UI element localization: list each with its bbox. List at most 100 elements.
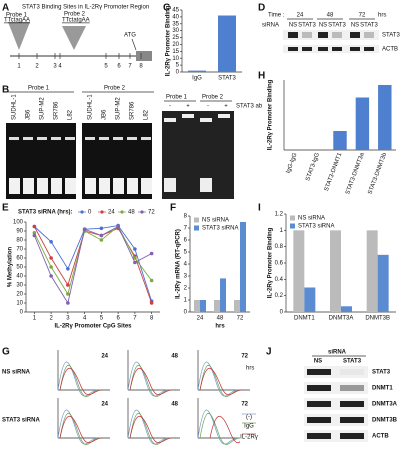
x-tick-label: 24 <box>197 316 204 322</box>
bar <box>366 230 378 312</box>
histogram <box>129 415 173 444</box>
gel-band <box>113 137 123 140</box>
bar <box>214 300 220 312</box>
blot-label: ACTB <box>372 434 389 440</box>
blot-band <box>350 32 360 38</box>
lane-label: JB6 <box>102 109 108 120</box>
histogram <box>129 367 173 396</box>
blot-label: DNMT3B <box>372 418 398 424</box>
sign: + <box>224 104 228 110</box>
y-tick-label: 1.2 <box>275 212 284 218</box>
lane-label: JB6 <box>26 109 32 120</box>
point <box>66 292 70 296</box>
y-tick-label: 35 <box>172 21 179 27</box>
legend-marker <box>140 210 144 214</box>
bar <box>333 131 347 150</box>
blot-band <box>307 385 331 391</box>
panel-letter: B <box>2 85 9 96</box>
blot-band <box>340 433 364 439</box>
cpg-label: 6 <box>117 64 121 70</box>
bar <box>234 300 240 312</box>
hour-label: 72 <box>241 402 248 408</box>
blot-band <box>288 32 298 38</box>
y-tick-label: 5 <box>176 63 180 69</box>
panel-letter: D <box>258 3 265 14</box>
panel-letter: I <box>258 203 261 214</box>
y-tick-label: 0.6 <box>275 261 284 267</box>
series-line <box>33 226 153 304</box>
bar <box>188 70 206 72</box>
panel-letter: J <box>266 347 272 358</box>
y-tick-label: 100 <box>13 220 24 226</box>
point <box>99 226 104 231</box>
y-tick-label: 10 <box>16 301 23 307</box>
point <box>66 283 70 287</box>
blot-band <box>340 385 364 391</box>
blot-band <box>332 47 342 51</box>
x-tick-label: DNMT1 <box>294 316 315 322</box>
cpg-label: 2 <box>35 64 39 70</box>
gel-band <box>99 137 109 140</box>
panel-letter: A <box>2 3 9 14</box>
y-tick-label: 0 <box>184 310 188 316</box>
point <box>49 240 53 244</box>
bar <box>200 300 206 312</box>
y-tick-label: 4 <box>184 262 188 268</box>
legend-marker <box>120 210 124 214</box>
legend-label: NS siRNA <box>298 216 325 222</box>
hour-label: 24 <box>101 402 108 408</box>
bar <box>341 306 352 312</box>
legend-label: (-) <box>246 415 252 421</box>
point <box>133 247 137 251</box>
x-tick-label: STAT3 <box>218 76 236 82</box>
lane-label: SUP-M2 <box>40 97 46 120</box>
hrs-label: hrs <box>378 13 386 19</box>
x-tick-label: IgG-IgG <box>286 152 299 174</box>
x-tick-label: 4 <box>83 316 87 322</box>
histogram <box>197 361 239 397</box>
blot-band <box>340 401 364 407</box>
group-label: STAT3 <box>343 359 362 365</box>
x-tick-label: STAT3-DNMT1 <box>324 152 344 193</box>
gel-band <box>200 118 212 122</box>
hour-label: 48 <box>171 354 178 360</box>
y-tick-label: 7 <box>184 226 188 232</box>
x-tick-label: 5 <box>100 316 104 322</box>
cpg-label: 4 <box>58 64 62 70</box>
bar <box>330 230 341 312</box>
bar <box>194 300 200 312</box>
blot-band <box>307 401 331 407</box>
legend-label: STAT3 siRNA <box>298 224 334 230</box>
legend-swatch <box>290 223 295 229</box>
histogram <box>59 415 103 444</box>
atg-arrow <box>131 38 137 51</box>
hour-label: 72 <box>359 13 366 19</box>
hour-label: 48 <box>171 402 178 408</box>
blot-band <box>307 433 331 439</box>
bar <box>220 278 226 312</box>
bar <box>377 254 389 312</box>
lane-label: L82 <box>68 109 74 120</box>
gel-band <box>141 137 151 140</box>
y-tick-label: 0 <box>20 310 24 316</box>
y-tick-label: 5 <box>184 250 188 256</box>
sequence: TTctagAA <box>4 18 30 24</box>
lane-label: SR786 <box>130 101 136 120</box>
y-tick-label: 45 <box>172 8 179 14</box>
gel-band <box>65 137 75 140</box>
x-tick-label: 8 <box>150 316 154 322</box>
point <box>99 233 104 238</box>
sign: - <box>169 104 171 110</box>
gel-band <box>127 137 137 140</box>
legend-label: 0 <box>88 210 92 216</box>
row-label: STAT3 siRNA <box>2 418 40 424</box>
gel-band <box>127 178 138 194</box>
histogram <box>197 409 239 445</box>
point <box>149 251 154 256</box>
series-line <box>33 225 152 305</box>
y-tick-label: 80 <box>16 238 23 244</box>
y-tick-label: 10 <box>172 56 179 62</box>
legend-swatch <box>194 217 199 223</box>
y-axis-label: IL-2Rγ Promoter Binding <box>166 5 172 76</box>
blot-label: STAT3 <box>372 370 391 376</box>
